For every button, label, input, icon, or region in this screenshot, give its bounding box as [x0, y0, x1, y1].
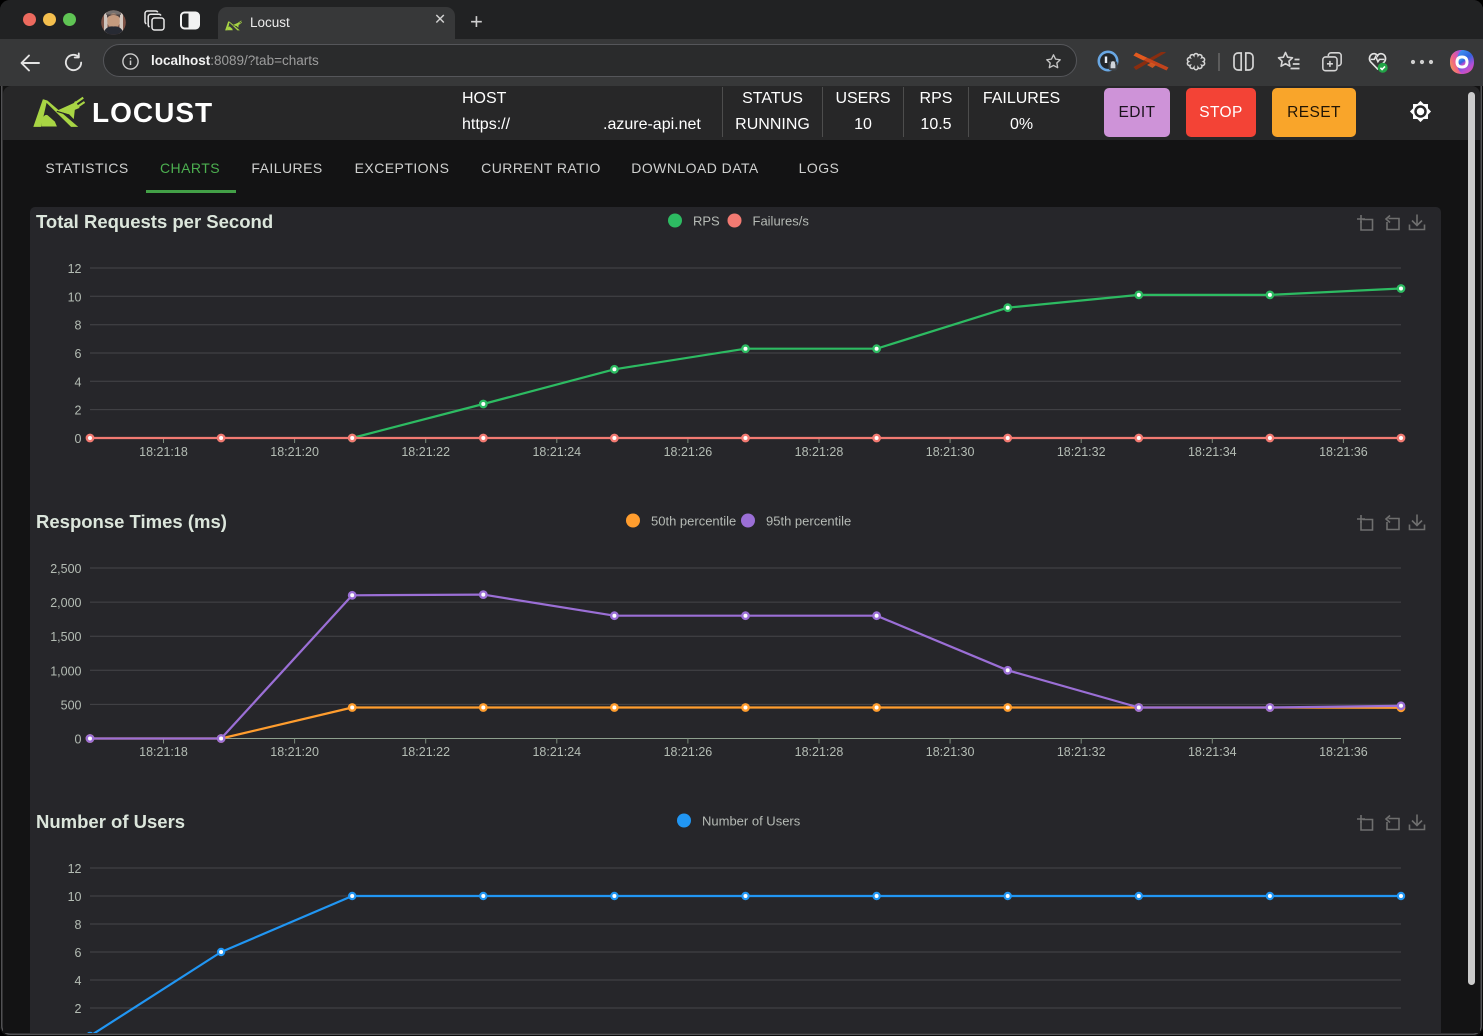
svg-text:6: 6: [75, 347, 82, 361]
svg-text:18:21:26: 18:21:26: [664, 445, 713, 459]
svg-text:4: 4: [75, 974, 82, 988]
svg-text:18:21:30: 18:21:30: [926, 745, 975, 759]
svg-text:2,500: 2,500: [50, 562, 81, 576]
svg-text:Number of Users: Number of Users: [702, 814, 801, 829]
svg-text:18:21:28: 18:21:28: [795, 745, 844, 759]
svg-text:1,000: 1,000: [50, 664, 81, 678]
svg-text:8: 8: [75, 319, 82, 333]
svg-text:18:21:34: 18:21:34: [1188, 745, 1237, 759]
svg-text:500: 500: [61, 698, 82, 712]
svg-text:95th percentile: 95th percentile: [766, 514, 851, 529]
svg-text:Failures/s: Failures/s: [753, 214, 810, 229]
svg-text:18:21:34: 18:21:34: [1188, 445, 1237, 459]
svg-text:RPS: RPS: [693, 214, 720, 229]
svg-text:2: 2: [75, 1002, 82, 1016]
svg-text:0: 0: [75, 432, 82, 446]
svg-text:50th percentile: 50th percentile: [651, 514, 736, 529]
svg-text:18:21:36: 18:21:36: [1319, 745, 1368, 759]
svg-text:2,000: 2,000: [50, 596, 81, 610]
svg-text:18:21:24: 18:21:24: [532, 445, 581, 459]
svg-text:18:21:18: 18:21:18: [139, 445, 188, 459]
svg-text:18:21:26: 18:21:26: [664, 745, 713, 759]
svg-text:18:21:28: 18:21:28: [795, 445, 844, 459]
svg-text:Total Requests per Second: Total Requests per Second: [36, 211, 273, 232]
svg-text:18:21:24: 18:21:24: [532, 745, 581, 759]
svg-text:18:21:22: 18:21:22: [401, 445, 450, 459]
svg-text:12: 12: [68, 862, 82, 876]
svg-text:12: 12: [68, 262, 82, 276]
svg-text:18:21:30: 18:21:30: [926, 445, 975, 459]
svg-text:10: 10: [68, 890, 82, 904]
svg-text:Response Times (ms): Response Times (ms): [36, 511, 227, 532]
svg-text:18:21:20: 18:21:20: [270, 745, 319, 759]
svg-text:18:21:36: 18:21:36: [1319, 445, 1368, 459]
svg-text:18:21:20: 18:21:20: [270, 445, 319, 459]
svg-text:18:21:22: 18:21:22: [401, 745, 450, 759]
svg-text:18:21:32: 18:21:32: [1057, 445, 1106, 459]
svg-text:4: 4: [75, 375, 82, 389]
svg-text:6: 6: [75, 946, 82, 960]
svg-text:10: 10: [68, 290, 82, 304]
svg-text:8: 8: [75, 918, 82, 932]
svg-text:18:21:32: 18:21:32: [1057, 745, 1106, 759]
svg-text:2: 2: [75, 404, 82, 418]
svg-text:Number of Users: Number of Users: [36, 811, 185, 832]
svg-text:18:21:18: 18:21:18: [139, 745, 188, 759]
svg-text:1,500: 1,500: [50, 630, 81, 644]
svg-text:0: 0: [75, 733, 82, 747]
